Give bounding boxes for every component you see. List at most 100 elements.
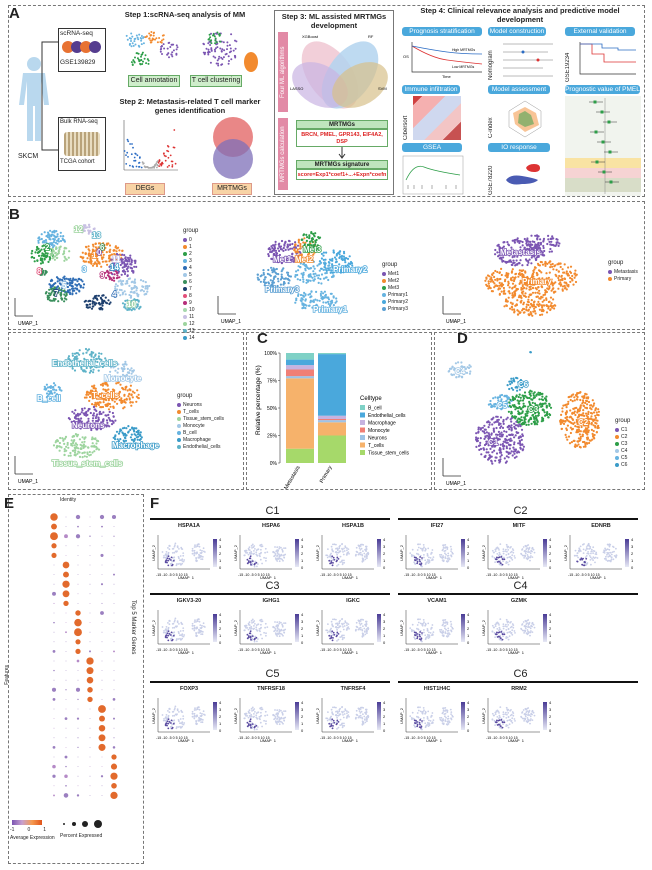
umap-point	[90, 307, 94, 310]
feature-scale-tick: 3	[219, 544, 222, 549]
umap-point	[115, 260, 118, 263]
umap-point	[64, 435, 68, 438]
umap-point	[129, 256, 132, 259]
umap-point	[510, 306, 514, 309]
umap-point	[301, 276, 304, 279]
umap-point	[544, 261, 547, 264]
umap-point	[49, 229, 52, 232]
legend-text: 1	[189, 244, 192, 250]
umap-point	[454, 362, 457, 365]
dot-plot-point	[100, 583, 104, 586]
umap-point	[336, 547, 339, 550]
umap-point	[584, 392, 587, 395]
legend-text: Met3	[388, 285, 400, 291]
umap-point	[315, 274, 319, 277]
umap-point	[133, 265, 136, 268]
umap-point	[532, 310, 535, 313]
umap-point	[295, 270, 298, 273]
bar-segment	[286, 365, 314, 370]
umap-point	[586, 438, 589, 441]
umap-point	[115, 430, 119, 433]
mini-umap-cells	[125, 31, 179, 66]
umap-point	[134, 303, 137, 306]
umap-point	[130, 61, 133, 64]
umap-point	[59, 235, 62, 238]
volcano-point	[135, 165, 138, 168]
legend-swatch	[177, 409, 181, 414]
umap-point	[67, 291, 70, 294]
umap-point	[294, 275, 297, 278]
umap-point	[101, 299, 104, 302]
umap-point	[498, 287, 502, 290]
volcano-point	[129, 164, 131, 167]
umap-point	[130, 393, 133, 396]
umap-point	[99, 396, 102, 399]
umap-point	[106, 274, 109, 277]
umap-point	[102, 401, 105, 404]
umap-point	[140, 43, 143, 46]
umap-point	[130, 438, 133, 441]
umap-point	[486, 434, 489, 437]
umap-point	[525, 423, 528, 426]
umap-point	[333, 558, 336, 561]
umap-point	[70, 287, 74, 290]
umap-point	[335, 300, 338, 303]
umap-point	[56, 445, 59, 448]
umap-point	[277, 280, 280, 283]
dot-plot-point	[77, 756, 79, 758]
umap-point	[97, 394, 100, 398]
umap-point	[222, 56, 225, 59]
umap-point	[87, 231, 91, 234]
feature-axes	[239, 535, 292, 570]
umap-point	[535, 295, 538, 298]
volcano-point	[171, 164, 174, 166]
umap-point	[267, 254, 270, 258]
umap-point	[59, 283, 63, 286]
umap-point	[563, 263, 566, 266]
umap-point	[122, 432, 125, 435]
umap-point	[493, 282, 496, 285]
umap-point	[419, 560, 421, 563]
umap-point	[322, 297, 325, 300]
cibersort-label: Cibersort	[403, 115, 409, 140]
umap-point	[99, 428, 102, 431]
umap-point	[586, 442, 589, 445]
umap-point	[126, 256, 130, 259]
dot-plot-point	[87, 696, 93, 703]
umap-point	[332, 556, 335, 559]
umap-point	[505, 400, 508, 404]
umap-point	[88, 225, 91, 228]
umap-point	[521, 273, 524, 276]
umap-point	[522, 394, 525, 397]
cell-annotation-tag: Cell annotation	[128, 75, 180, 87]
umap-point	[70, 444, 73, 447]
umap-point	[104, 271, 107, 274]
umap-point	[78, 455, 82, 458]
umap-point	[332, 274, 335, 278]
umap-point	[260, 548, 262, 551]
umap-point	[579, 437, 582, 440]
bar-segment	[318, 353, 346, 355]
umap-point	[83, 396, 87, 399]
umap-point	[569, 421, 572, 424]
umap-point	[537, 241, 540, 245]
umap-point	[72, 442, 75, 445]
umap-point	[125, 34, 128, 37]
umap-point	[527, 313, 530, 316]
umap-point	[97, 246, 100, 249]
umap-point	[513, 456, 516, 459]
umap-point	[127, 258, 131, 261]
umap-point	[279, 283, 282, 286]
umap-point	[537, 300, 540, 303]
umap-point	[43, 248, 46, 251]
umap-point	[555, 268, 558, 271]
umap-point	[48, 288, 51, 291]
umap-point	[501, 260, 504, 263]
umap-point	[555, 241, 558, 244]
legend-text: C2	[621, 434, 628, 440]
umap-point	[322, 306, 325, 309]
feature-umap2: UMAP_2	[233, 544, 238, 561]
umap-point	[78, 349, 81, 352]
umap-point	[488, 456, 491, 460]
umap-point	[314, 232, 317, 235]
